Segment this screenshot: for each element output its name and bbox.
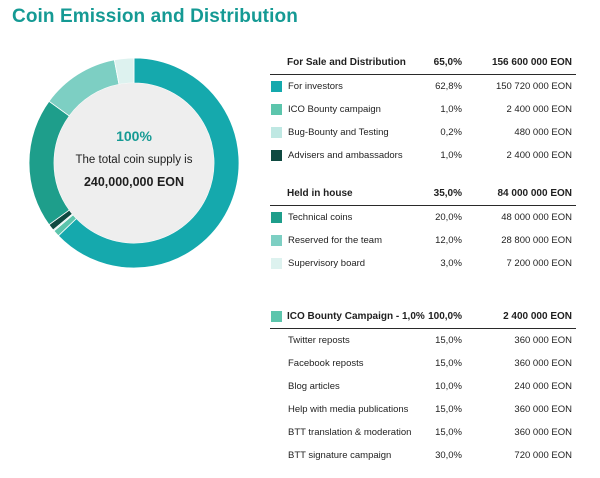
row-amount: 7 200 000 EON: [506, 258, 573, 269]
legend-swatch: [271, 212, 282, 223]
row-label: Twitter reposts: [288, 335, 350, 346]
legend-swatch: [271, 311, 282, 322]
table-row: Advisers and ambassadors 1,0% 2 400 000 EO…: [270, 145, 576, 167]
row-label: Help with media publications: [288, 404, 409, 415]
row-amount: 48 000 000 EON: [501, 212, 572, 223]
section-percent: 100,0%: [428, 311, 462, 322]
legend-swatch: [271, 258, 282, 269]
donut-center-total: 240,000,000 EON: [84, 175, 184, 189]
row-percent: 30,0%: [435, 450, 462, 461]
table-row: Help with media publications 15,0% 360 000…: [270, 399, 576, 421]
donut-chart: 100% The total coin supply is 240,000,00…: [28, 57, 240, 269]
row-label: For investors: [288, 81, 343, 92]
table-row: ICO Bounty campaign 1,0% 2 400 000 EON: [270, 99, 576, 121]
row-amount: 360 000 EON: [514, 335, 572, 346]
section-percent: 65,0%: [433, 57, 462, 68]
donut-center-percent: 100%: [116, 128, 152, 144]
row-label: BTT translation & moderation: [288, 427, 412, 438]
legend-swatch: [271, 127, 282, 138]
row-amount: 360 000 EON: [514, 427, 572, 438]
section-label: Held in house: [287, 188, 353, 199]
section-label: For Sale and Distribution: [287, 57, 406, 68]
section-header: ICO Bounty Campaign - 1,0% 100,0% 2 400 00…: [270, 306, 576, 329]
section-header: Held in house 35,0% 84 000 000 EON: [270, 183, 576, 206]
row-amount: 28 800 000 EON: [501, 235, 572, 246]
legend-swatch: [271, 235, 282, 246]
row-amount: 360 000 EON: [514, 404, 572, 415]
table-row: BTT translation & moderation 15,0% 360 000…: [270, 422, 576, 444]
table-row: Blog articles 10,0% 240 000 EON: [270, 376, 576, 398]
donut-center: [54, 83, 214, 243]
table-row: Facebook reposts 15,0% 360 000 EON: [270, 353, 576, 375]
table-row: Twitter reposts 15,0% 360 000 EON: [270, 330, 576, 352]
table-row: BTT signature campaign 30,0% 720 000 EON: [270, 445, 576, 467]
row-amount: 240 000 EON: [514, 381, 572, 392]
row-label: ICO Bounty campaign: [288, 104, 381, 115]
row-percent: 15,0%: [435, 358, 462, 369]
section-amount: 2 400 000 EON: [503, 311, 572, 322]
donut-center-caption: The total coin supply is: [76, 154, 193, 166]
section-amount: 156 600 000 EON: [491, 57, 572, 68]
row-amount: 720 000 EON: [514, 450, 572, 461]
page-title: Coin Emission and Distribution: [12, 6, 298, 27]
row-percent: 1,0%: [440, 104, 462, 115]
row-percent: 1,0%: [440, 150, 462, 161]
row-label: Blog articles: [288, 381, 340, 392]
row-percent: 15,0%: [435, 404, 462, 415]
section-header: For Sale and Distribution 65,0% 156 600 00…: [270, 52, 576, 75]
row-percent: 10,0%: [435, 381, 462, 392]
section-amount: 84 000 000 EON: [497, 188, 573, 199]
legend-swatch: [271, 104, 282, 115]
row-percent: 62,8%: [435, 81, 462, 92]
table-row: Reserved for the team 12,0% 28 800 000 EON: [270, 230, 576, 252]
row-percent: 20,0%: [435, 212, 462, 223]
table-row: Supervisory board 3,0% 7 200 000 EON: [270, 253, 576, 275]
row-percent: 3,0%: [440, 258, 462, 269]
row-percent: 0,2%: [440, 127, 462, 138]
row-amount: 150 720 000 EON: [495, 81, 572, 92]
row-percent: 15,0%: [435, 335, 462, 346]
row-amount: 360 000 EON: [514, 358, 572, 369]
row-label: Reserved for the team: [288, 235, 382, 246]
row-label: Technical coins: [288, 212, 353, 223]
table-row: For investors 62,8% 150 720 000 EON: [270, 76, 576, 98]
row-label: Facebook reposts: [288, 358, 364, 369]
row-amount: 480 000 EON: [514, 127, 572, 138]
row-amount: 2 400 000 EON: [506, 150, 573, 161]
section-percent: 35,0%: [433, 188, 462, 199]
row-label: Supervisory board: [288, 258, 366, 269]
row-percent: 12,0%: [435, 235, 462, 246]
table-row: Bug-Bounty and Testing 0,2% 480 000 EON: [270, 122, 576, 144]
row-percent: 15,0%: [435, 427, 462, 438]
row-label: Advisers and ambassadors: [288, 150, 403, 161]
row-label: BTT signature campaign: [288, 450, 392, 461]
table-row: Technical coins 20,0% 48 000 000 EON: [270, 207, 576, 229]
section-label: ICO Bounty Campaign - 1,0%: [287, 311, 425, 322]
legend-swatch: [271, 150, 282, 161]
row-label: Bug-Bounty and Testing: [288, 127, 389, 138]
row-amount: 2 400 000 EON: [506, 104, 573, 115]
legend-swatch: [271, 81, 282, 92]
